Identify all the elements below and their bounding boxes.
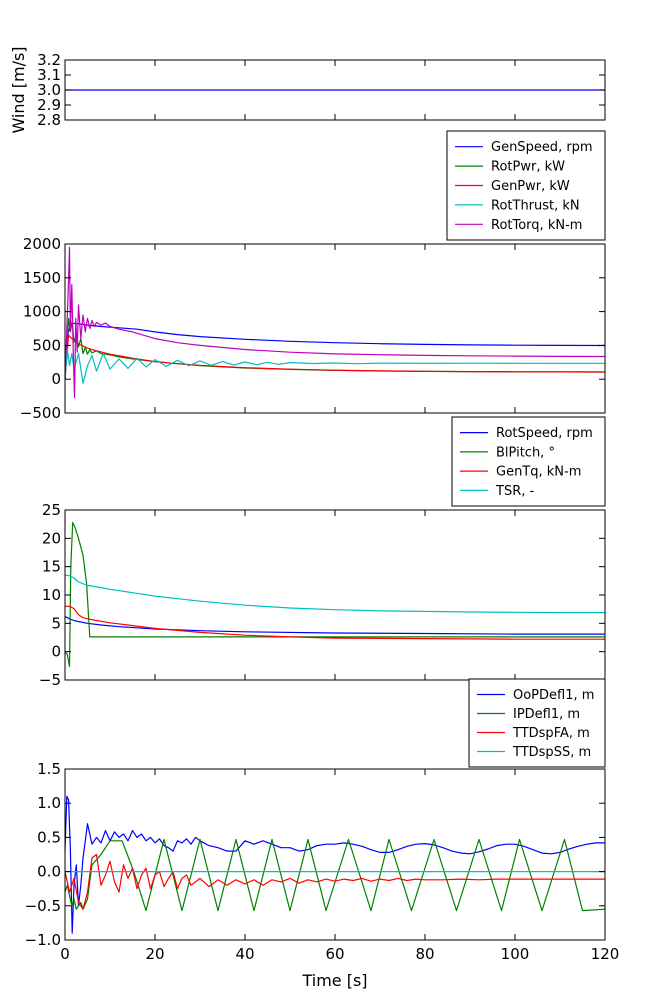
legend-entry: GenTq, kN-m — [496, 465, 581, 480]
series-line-rottorq — [65, 246, 605, 399]
series-line-ttdspfa — [65, 853, 605, 910]
x-tick-label: 60 — [325, 945, 344, 963]
y-tick-label: −1.0 — [25, 931, 61, 949]
x-tick-label: 120 — [591, 945, 620, 963]
legend: GenSpeed, rpm RotPwr, kW GenPwr, kW RotThru… — [446, 130, 606, 241]
subplot-3: −5 0 5 10 15 20 25 RotSpeed, rpm BlPitch, ° GenTq… — [39, 416, 606, 689]
y-tick-label: −500 — [20, 404, 61, 422]
subplot-4: −1.0 −0.5 0.0 0.5 1.0 1.5 0 20 40 60 80 100 120 Time … — [25, 678, 620, 990]
y-axis-label: Wind [m/s] — [9, 46, 28, 133]
y-tick-label: 2.9 — [37, 96, 61, 114]
y-tick-label: 0 — [51, 643, 61, 661]
legend-entry: BlPitch, ° — [496, 445, 555, 460]
y-tick-label: 5 — [51, 614, 61, 632]
y-tick-label: 1.5 — [37, 760, 61, 778]
subplot-2: −500 0 500 1000 1500 2000 GenSpeed, rpm RotPwr,… — [20, 130, 606, 422]
y-tick-label: 0.5 — [37, 828, 61, 846]
y-tick-label: 15 — [42, 558, 61, 576]
y-tick-label: −5 — [39, 671, 61, 689]
x-tick-label: 80 — [415, 945, 434, 963]
y-tick-label: 1000 — [23, 303, 61, 321]
legend-entry: TTDspFA, m — [512, 726, 590, 741]
series-line-tsr — [65, 574, 605, 614]
y-tick-label: 2.8 — [37, 111, 61, 129]
legend-entry: RotTorq, kN-m — [491, 218, 582, 233]
legend-entry: OoPDefl1, m — [513, 688, 594, 703]
y-tick-label: 1.0 — [37, 794, 61, 812]
series-line-ipdefl1 — [65, 838, 605, 912]
series-line-rotspeed — [65, 615, 605, 635]
legend-entry: GenPwr, kW — [491, 179, 570, 194]
legend-entry: TTDspSS, m — [512, 745, 591, 760]
legend-entry: RotSpeed, rpm — [496, 426, 593, 441]
legend: OoPDefl1, m IPDefl1, m TTDspFA, m TTDspSS, … — [468, 678, 606, 768]
x-tick-label: 100 — [501, 945, 530, 963]
series-line-oopdefl1 — [65, 795, 605, 934]
y-tick-label: 3.0 — [37, 81, 61, 99]
legend-entry: IPDefl1, m — [513, 707, 580, 722]
series-line-gentq — [65, 605, 605, 640]
y-tick-label: 0.0 — [37, 863, 61, 881]
legend-entry: RotThrust, kN — [491, 198, 580, 213]
y-tick-label: −0.5 — [25, 897, 61, 915]
x-axis-label: Time [s] — [301, 971, 367, 990]
series-line-rotthrust — [65, 348, 605, 384]
legend-entry: TSR, - — [495, 484, 534, 499]
legend-entry: RotPwr, kW — [491, 160, 565, 175]
legend: RotSpeed, rpm BlPitch, ° GenTq, kN-m TSR, - — [451, 416, 606, 507]
x-tick-label: 0 — [60, 945, 70, 963]
y-tick-label: 3.2 — [37, 51, 61, 69]
x-tick-label: 40 — [235, 945, 254, 963]
y-tick-label: 10 — [42, 586, 61, 604]
y-tick-label: 2000 — [23, 235, 61, 253]
y-tick-label: 25 — [42, 501, 61, 519]
legend-entry: GenSpeed, rpm — [491, 140, 593, 155]
y-tick-label: 1500 — [23, 269, 61, 287]
y-tick-label: 0 — [51, 370, 61, 388]
series-line-genpwr — [65, 334, 605, 380]
subplot-1: 2.82.93.03.13.2 Wind [m/s] — [9, 46, 606, 134]
plot-frame — [64, 243, 606, 414]
y-tick-label: 3.1 — [37, 66, 61, 84]
y-tick-label: 500 — [32, 336, 61, 354]
series-line-blpitch — [65, 521, 605, 668]
x-tick-label: 20 — [145, 945, 164, 963]
y-tick-label: 20 — [42, 529, 61, 547]
